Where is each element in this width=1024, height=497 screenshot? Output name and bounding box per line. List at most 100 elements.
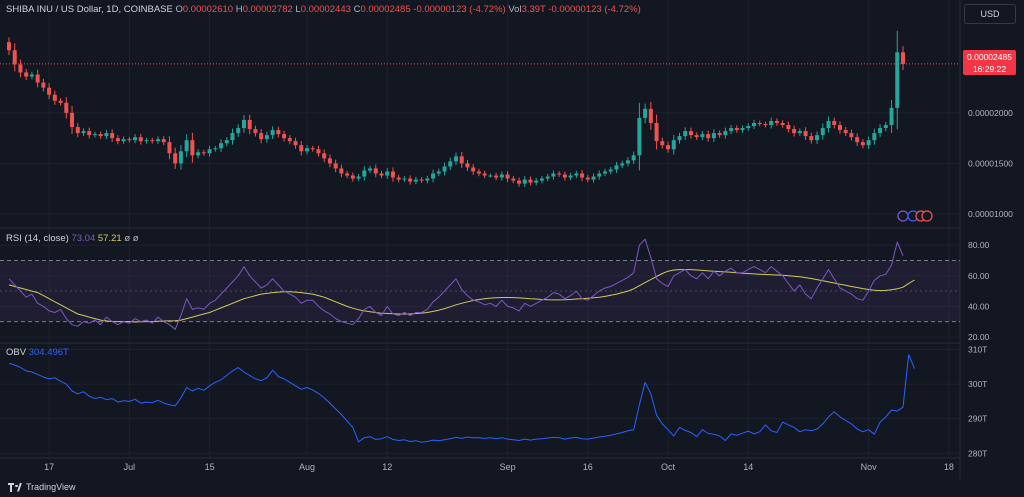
candle-body[interactable] — [522, 179, 527, 184]
candle-body[interactable] — [442, 166, 447, 172]
candle-body[interactable] — [551, 173, 556, 177]
candle-body[interactable] — [431, 173, 436, 179]
candle-body[interactable] — [792, 129, 797, 134]
candle-body[interactable] — [436, 171, 441, 174]
candle-body[interactable] — [12, 50, 17, 65]
lightning-event-icon[interactable] — [897, 210, 909, 222]
candle-body[interactable] — [671, 140, 676, 150]
candle-body[interactable] — [608, 169, 613, 172]
candle-body[interactable] — [585, 177, 590, 180]
tradingview-logo[interactable]: TradingView — [8, 482, 76, 492]
candle-body[interactable] — [625, 160, 630, 164]
candle-body[interactable] — [545, 176, 550, 179]
candle-body[interactable] — [379, 173, 384, 176]
candle-body[interactable] — [282, 134, 287, 139]
candle-body[interactable] — [115, 138, 120, 142]
candle-body[interactable] — [270, 130, 275, 136]
candle-body[interactable] — [872, 133, 877, 141]
candle-body[interactable] — [534, 180, 539, 183]
candle-body[interactable] — [29, 74, 34, 77]
candle-body[interactable] — [580, 173, 585, 178]
candle-body[interactable] — [201, 152, 206, 154]
candle-body[interactable] — [637, 117, 642, 156]
candle-body[interactable] — [236, 128, 241, 134]
candle-body[interactable] — [803, 131, 808, 137]
candle-body[interactable] — [774, 120, 779, 123]
candle-body[interactable] — [757, 123, 762, 125]
candle-body[interactable] — [482, 173, 487, 176]
candle-body[interactable] — [597, 173, 602, 177]
candle-body[interactable] — [70, 112, 75, 128]
candle-body[interactable] — [58, 100, 63, 103]
candle-body[interactable] — [889, 107, 894, 126]
candle-body[interactable] — [849, 133, 854, 138]
candle-body[interactable] — [253, 129, 258, 134]
candle-body[interactable] — [528, 179, 533, 183]
candle-body[interactable] — [35, 74, 40, 83]
candle-body[interactable] — [144, 140, 149, 142]
candle-body[interactable] — [734, 128, 739, 131]
candle-body[interactable] — [345, 173, 350, 176]
candle-body[interactable] — [402, 178, 407, 180]
candle-body[interactable] — [574, 173, 579, 176]
candle-body[interactable] — [855, 137, 860, 143]
candle-body[interactable] — [127, 139, 132, 141]
event-markers[interactable] — [897, 210, 933, 222]
candle-body[interactable] — [178, 151, 183, 164]
candle-body[interactable] — [87, 131, 92, 136]
candle-body[interactable] — [419, 179, 424, 181]
candle-body[interactable] — [648, 108, 653, 123]
candle-body[interactable] — [219, 143, 224, 149]
candle-body[interactable] — [173, 153, 178, 164]
candle-body[interactable] — [356, 176, 361, 179]
candle-body[interactable] — [494, 175, 499, 178]
candle-body[interactable] — [786, 125, 791, 130]
candle-body[interactable] — [299, 145, 304, 152]
candle-body[interactable] — [780, 123, 785, 126]
candle-body[interactable] — [895, 52, 900, 108]
candle-body[interactable] — [339, 168, 344, 174]
candle-body[interactable] — [396, 177, 401, 180]
candle-body[interactable] — [6, 42, 12, 51]
candle-body[interactable] — [310, 148, 315, 150]
candle-body[interactable] — [517, 180, 522, 184]
candle-body[interactable] — [568, 175, 573, 178]
candle-body[interactable] — [832, 120, 837, 126]
candle-body[interactable] — [150, 140, 155, 142]
candle-body[interactable] — [362, 170, 367, 177]
candle-body[interactable] — [390, 171, 395, 178]
candle-body[interactable] — [751, 123, 757, 127]
obv-line[interactable] — [8, 354, 915, 443]
candle-body[interactable] — [465, 163, 470, 168]
rsi-line[interactable] — [8, 238, 904, 330]
candle-body[interactable] — [660, 141, 665, 146]
rsi-ma-line[interactable] — [8, 269, 915, 323]
candle-body[interactable] — [711, 133, 716, 139]
candle-body[interactable] — [259, 133, 264, 140]
candle-body[interactable] — [562, 174, 567, 178]
candle-body[interactable] — [717, 133, 722, 136]
candle-body[interactable] — [809, 136, 814, 141]
candle-body[interactable] — [723, 131, 728, 136]
candle-body[interactable] — [740, 128, 745, 131]
candle-body[interactable] — [815, 135, 820, 141]
candle-body[interactable] — [620, 163, 625, 166]
obv-title[interactable]: OBV — [6, 347, 27, 358]
candle-body[interactable] — [860, 142, 865, 146]
candle-body[interactable] — [24, 72, 29, 77]
candle-body[interactable] — [224, 140, 229, 144]
candle-body[interactable] — [683, 131, 688, 137]
candle-body[interactable] — [161, 139, 166, 143]
candle-body[interactable] — [276, 130, 281, 135]
candle-body[interactable] — [900, 52, 906, 64]
candle-body[interactable] — [883, 125, 888, 129]
candle-body[interactable] — [75, 127, 80, 134]
candle-body[interactable] — [373, 168, 378, 174]
candle-body[interactable] — [763, 124, 768, 126]
candle-body[interactable] — [614, 165, 619, 170]
candle-body[interactable] — [837, 125, 842, 131]
candle-body[interactable] — [167, 142, 172, 154]
candle-body[interactable] — [190, 140, 195, 156]
candle-body[interactable] — [666, 145, 671, 150]
